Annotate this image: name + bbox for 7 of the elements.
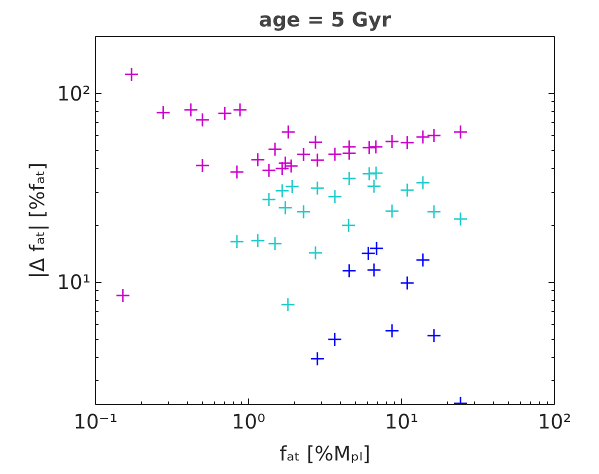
x-tick-label: 10¹ bbox=[384, 410, 418, 434]
x-tick-label: 10² bbox=[538, 410, 572, 434]
chart-title: age = 5 Gyr bbox=[258, 8, 392, 32]
x-tick-label: 10⁻¹ bbox=[73, 410, 118, 434]
x-axis-title: fₐₜ [%Mₚₗ] bbox=[280, 442, 370, 466]
y-axis-title: |Δ fₐₜ| [%fₐₜ] bbox=[25, 162, 50, 279]
x-tick-label: 10⁰ bbox=[232, 410, 266, 434]
